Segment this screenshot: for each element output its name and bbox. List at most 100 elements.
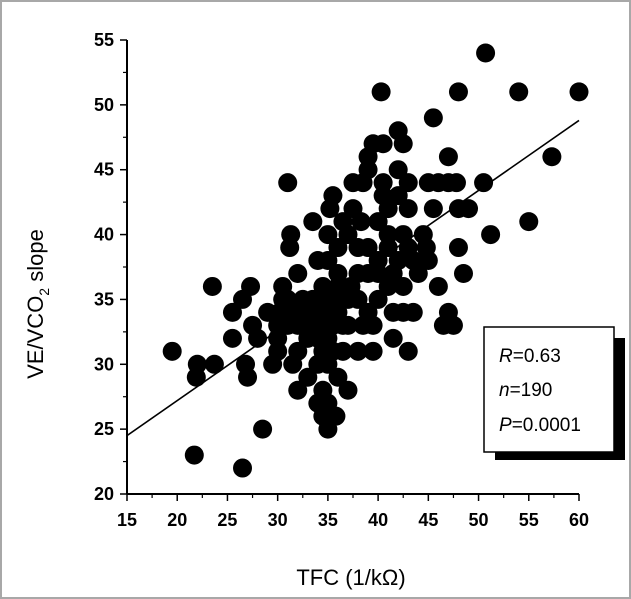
data-point (418, 251, 438, 271)
stats-box: R=0.63 n=190 P=0.0001 (483, 326, 625, 460)
data-point (438, 147, 458, 167)
data-point (398, 341, 418, 361)
x-ticks: 15 20 25 30 35 40 45 50 55 60 (117, 494, 589, 530)
data-point (448, 238, 468, 258)
data-points (162, 43, 589, 478)
data-point (453, 263, 473, 283)
data-point (383, 328, 403, 348)
x-tick-label: 15 (117, 510, 137, 530)
y-ticks: 20 25 30 35 40 45 50 55 (94, 30, 127, 504)
data-point (248, 328, 268, 348)
data-point (474, 173, 494, 193)
data-point (288, 263, 308, 283)
data-point (358, 160, 378, 180)
data-point (393, 276, 413, 296)
data-point (388, 251, 408, 271)
x-axis-label: TFC (1/kΩ) (296, 565, 405, 590)
x-tick-label: 45 (418, 510, 438, 530)
data-point (348, 341, 368, 361)
stats-p: P=0.0001 (499, 415, 581, 436)
data-point (519, 212, 539, 232)
data-point (358, 238, 378, 258)
data-point (388, 160, 408, 180)
data-point (363, 341, 383, 361)
data-point (408, 263, 428, 283)
y-tick-label: 55 (94, 30, 114, 50)
data-point (233, 458, 253, 478)
x-tick-label: 25 (217, 510, 237, 530)
y-tick-label: 25 (94, 419, 114, 439)
data-point (328, 367, 348, 387)
y-axis-label: VE/VCO2 slope (23, 229, 52, 379)
regression-line (126, 119, 580, 437)
data-point (241, 276, 261, 296)
data-point (378, 225, 398, 245)
data-point (398, 173, 418, 193)
y-tick-label: 50 (94, 95, 114, 115)
data-point (398, 199, 418, 219)
data-point (298, 367, 318, 387)
data-point (373, 134, 393, 154)
data-point (542, 147, 562, 167)
x-tick-label: 60 (569, 510, 589, 530)
data-point (459, 199, 479, 219)
data-point (348, 289, 368, 309)
x-tick-label: 30 (268, 510, 288, 530)
data-point (288, 380, 308, 400)
data-point (423, 199, 443, 219)
data-point (368, 289, 388, 309)
data-point (303, 212, 323, 232)
data-point (204, 354, 224, 374)
data-point (323, 186, 343, 206)
y-tick-label: 45 (94, 160, 114, 180)
data-point (338, 315, 358, 335)
data-point (202, 276, 222, 296)
y-tick-label: 30 (94, 354, 114, 374)
data-point (184, 445, 204, 465)
data-point (288, 341, 308, 361)
x-tick-label: 35 (318, 510, 338, 530)
data-point (569, 82, 589, 102)
data-point (222, 328, 242, 348)
stats-r: R=0.63 (499, 346, 561, 367)
data-point (238, 367, 258, 387)
data-point (476, 43, 496, 63)
y-tick-label: 40 (94, 225, 114, 245)
data-point (368, 212, 388, 232)
data-point (338, 225, 358, 245)
data-point (403, 302, 423, 322)
data-point (481, 225, 501, 245)
x-tick-label: 55 (519, 510, 539, 530)
data-point (333, 341, 353, 361)
data-point (448, 82, 468, 102)
data-point (326, 406, 346, 426)
x-tick-label: 50 (469, 510, 489, 530)
data-point (281, 225, 301, 245)
data-point (351, 212, 371, 232)
data-point (318, 251, 338, 271)
data-point (313, 276, 333, 296)
data-point (446, 173, 466, 193)
data-point (443, 315, 463, 335)
x-tick-label: 40 (368, 510, 388, 530)
data-point (509, 82, 529, 102)
data-point (318, 225, 338, 245)
data-point (253, 419, 273, 439)
data-point (423, 108, 443, 128)
stats-n: n=190 (499, 380, 552, 401)
data-point (338, 380, 358, 400)
data-point (222, 302, 242, 322)
x-tick-label: 20 (167, 510, 187, 530)
stats-box-panel (483, 326, 615, 453)
data-point (328, 238, 348, 258)
data-point (187, 354, 207, 374)
data-point (393, 134, 413, 154)
y-tick-label: 35 (94, 289, 114, 309)
data-point (363, 315, 383, 335)
data-point (162, 341, 182, 361)
data-point (428, 276, 448, 296)
data-point (368, 263, 388, 283)
data-point (378, 199, 398, 219)
